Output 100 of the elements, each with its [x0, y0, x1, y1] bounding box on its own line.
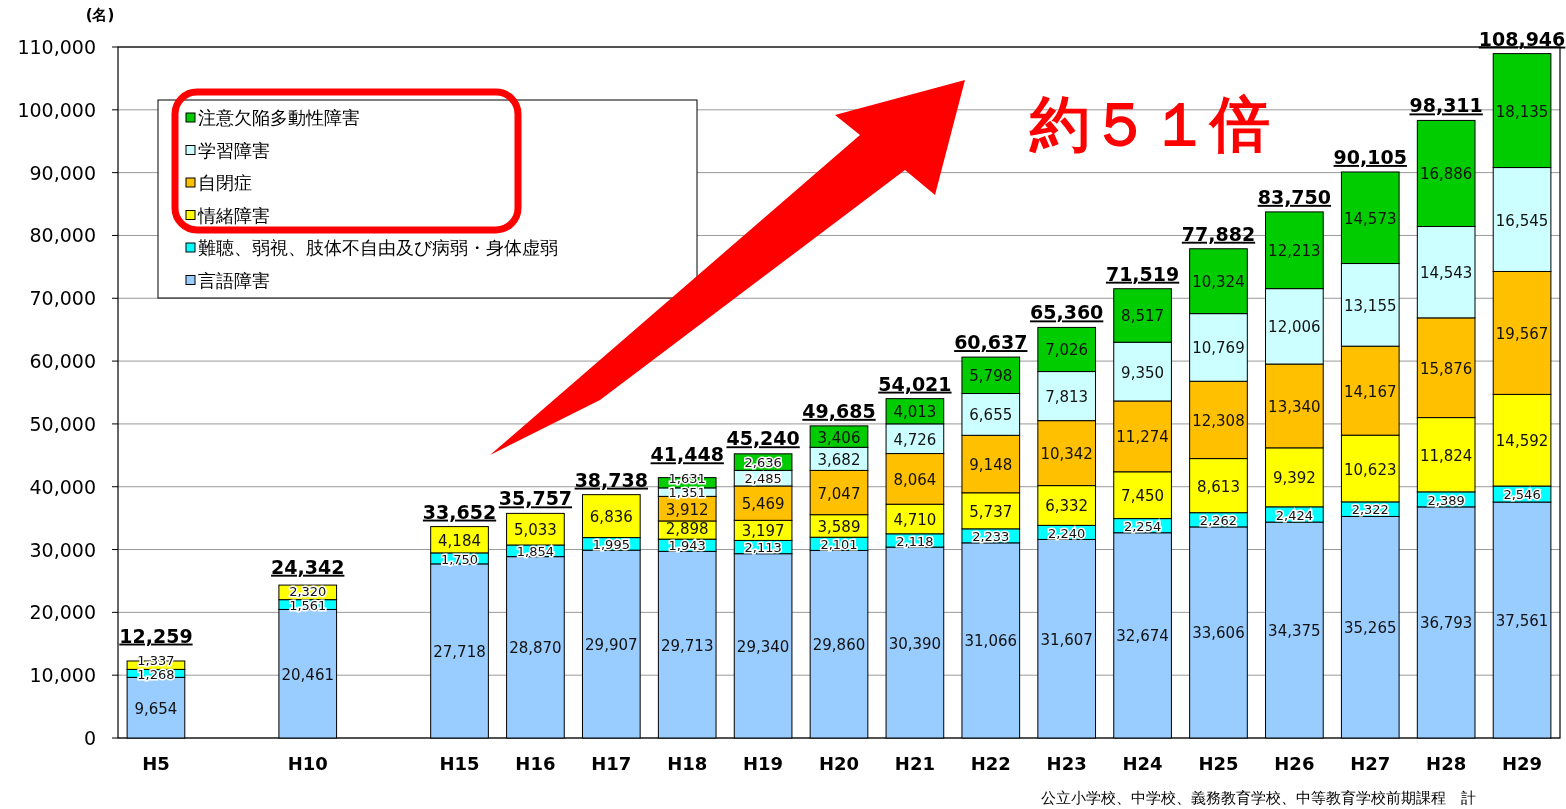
- text: 公立小学校、中学校、義務教育学校、中等教育学校前期課程 計: [1041, 789, 1476, 807]
- data-label: 2,389: [1427, 492, 1465, 508]
- x-tick-label: H29: [1501, 753, 1543, 774]
- data-label: 1,750: [440, 551, 479, 567]
- data-label: 15,876: [1419, 359, 1473, 378]
- data-label: 6,655: [969, 406, 1013, 425]
- y-tick-label: 20,000: [29, 601, 96, 624]
- data-label: 14,573: [1344, 209, 1397, 228]
- total-label: 54,021: [878, 372, 952, 395]
- x-tick-label: H10: [287, 753, 328, 774]
- data-label: 4,726: [893, 430, 937, 449]
- data-label: 8,517: [1121, 307, 1165, 326]
- data-label: 11,274: [1116, 428, 1169, 447]
- data-label: 29,860: [812, 636, 866, 655]
- data-label: 2,424: [1275, 507, 1313, 523]
- total-label: 24,342: [271, 555, 345, 578]
- x-tick-label: H15: [439, 753, 480, 774]
- data-label: 12,308: [1192, 411, 1245, 430]
- data-label: 33,606: [1192, 624, 1245, 643]
- data-label: 29,907: [585, 636, 638, 655]
- data-label: 35,265: [1344, 619, 1397, 638]
- data-label: 1,854: [516, 544, 555, 560]
- data-label: 34,375: [1268, 622, 1321, 641]
- data-label: 5,737: [969, 502, 1013, 521]
- data-label: 3,682: [817, 450, 861, 469]
- data-label: 18,135: [1495, 102, 1549, 121]
- data-label: 28,870: [509, 639, 562, 658]
- data-label: 1,561: [289, 597, 327, 613]
- data-label: 4,710: [893, 511, 937, 529]
- data-label: 32,674: [1116, 627, 1169, 646]
- data-label: 1,943: [668, 538, 706, 554]
- data-label: 12,006: [1268, 318, 1321, 337]
- total-label: 65,360: [1030, 301, 1104, 324]
- data-label: 1,995: [592, 537, 630, 553]
- legend-label: 学習障害: [198, 139, 270, 161]
- total-label: 41,448: [650, 443, 724, 466]
- y-tick-label: 90,000: [29, 161, 96, 184]
- data-label: 6,836: [589, 508, 633, 527]
- data-label: 2,320: [289, 583, 327, 599]
- y-tick-label: 110,000: [17, 36, 96, 58]
- y-tick-label: 0: [83, 727, 96, 749]
- x-tick-label: H5: [142, 753, 170, 774]
- data-label: 3,197: [741, 522, 785, 541]
- legend-label: 情緒障害: [197, 204, 270, 226]
- y-tick-label: 70,000: [29, 287, 96, 310]
- x-tick-label: H20: [818, 753, 860, 774]
- data-label: 2,546: [1503, 487, 1541, 503]
- y-tick-label: 40,000: [29, 475, 96, 498]
- data-label: 10,342: [1040, 445, 1093, 464]
- data-label: 16,886: [1419, 165, 1473, 184]
- annotation: 約５１倍: [1029, 89, 1270, 159]
- data-label: 5,033: [513, 521, 557, 540]
- x-tick-label: H18: [667, 753, 708, 774]
- total-label: 83,750: [1257, 185, 1332, 208]
- data-label: 29,713: [660, 636, 714, 655]
- data-label: 2,254: [1123, 518, 1162, 534]
- data-label: 12,213: [1268, 242, 1321, 261]
- data-label: 5,469: [741, 495, 785, 514]
- data-label: 2,233: [972, 529, 1010, 545]
- total-label: 60,637: [954, 331, 1028, 354]
- y-tick-label: 100,000: [17, 98, 96, 121]
- legend-label: 言語障害: [198, 269, 270, 291]
- total-label: 49,685: [802, 399, 876, 422]
- data-label: 4,013: [893, 403, 937, 422]
- data-label: 37,561: [1495, 612, 1549, 631]
- y-tick-label: 10,000: [29, 664, 96, 687]
- data-label: 9,392: [1272, 469, 1316, 488]
- legend-label: 自閉症: [198, 172, 252, 193]
- data-label: 9,148: [969, 456, 1013, 475]
- total-label: 77,882: [1181, 222, 1256, 245]
- data-label: 13,155: [1344, 296, 1397, 315]
- data-label: 3,912: [665, 500, 709, 519]
- total-label: 108,946: [1478, 27, 1566, 50]
- data-label: 2,485: [744, 471, 782, 487]
- legend-label: 注意欠陥多動性障害: [198, 107, 360, 128]
- data-label: 30,390: [888, 634, 942, 653]
- data-label: 2,113: [744, 540, 782, 556]
- data-label: 2,118: [896, 533, 934, 549]
- y-tick-label: 30,000: [29, 538, 96, 561]
- data-label: 3,589: [817, 517, 861, 536]
- data-label: 7,450: [1121, 487, 1165, 506]
- data-label: 7,026: [1045, 341, 1089, 360]
- data-label: 31,066: [964, 632, 1018, 651]
- data-label: 9,654: [134, 699, 178, 718]
- data-label: 14,167: [1344, 382, 1397, 401]
- x-tick-label: H28: [1426, 753, 1467, 774]
- data-label: 8,613: [1197, 477, 1240, 496]
- data-label: 16,545: [1495, 211, 1549, 230]
- data-label: 8,064: [893, 470, 937, 489]
- data-label: 2,262: [1199, 512, 1238, 528]
- total-label: 12,259: [119, 624, 193, 647]
- x-tick-label: H25: [1198, 753, 1239, 774]
- total-label: 45,240: [726, 427, 800, 450]
- data-label: 2,898: [665, 520, 709, 539]
- y-axis-title: (名): [85, 6, 115, 24]
- data-label: 10,623: [1344, 460, 1397, 479]
- x-tick-label: H19: [743, 753, 784, 774]
- x-tick-label: H23: [1046, 753, 1087, 774]
- data-label: 7,047: [817, 484, 861, 503]
- total-label: 33,652: [422, 500, 497, 523]
